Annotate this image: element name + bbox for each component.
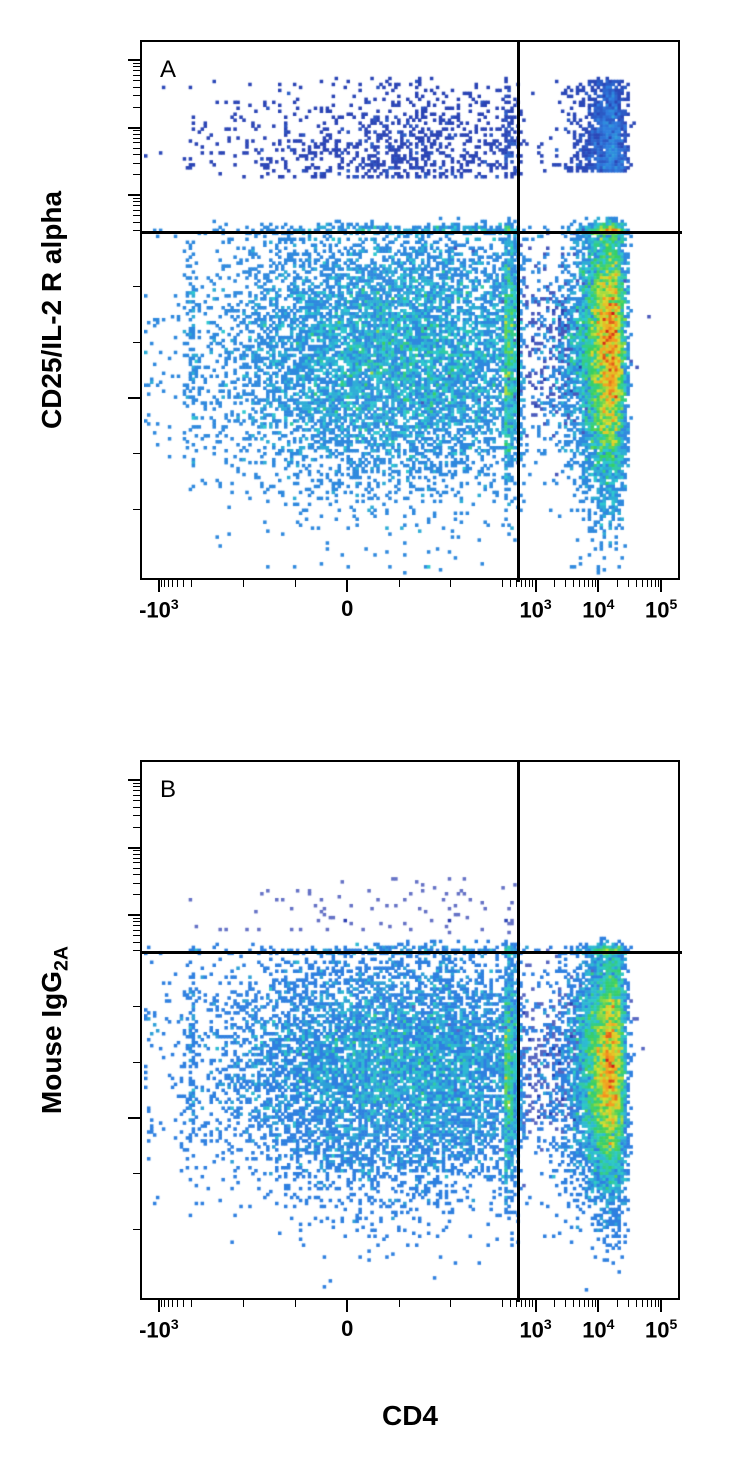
x-tick-label: 104 bbox=[568, 596, 628, 623]
density-canvas-b bbox=[144, 764, 680, 1300]
x-tick-label: -103 bbox=[129, 596, 189, 623]
figure-page: A CD25/IL-2 R alpha -1030103104105 01031… bbox=[0, 0, 738, 1470]
x-axis-label: CD4 bbox=[140, 1400, 680, 1432]
x-tick-label: 103 bbox=[506, 1316, 566, 1343]
y-axis-label-a: CD25/IL-2 R alpha bbox=[36, 40, 68, 580]
density-canvas-a bbox=[144, 44, 680, 580]
x-tick-label: 104 bbox=[568, 1316, 628, 1343]
quadrant-hline-a bbox=[142, 231, 682, 234]
panel-letter-b: B bbox=[160, 776, 176, 804]
panel-letter-a: A bbox=[160, 56, 176, 84]
quadrant-hline-b bbox=[142, 951, 682, 954]
plot-area-b: B bbox=[140, 760, 680, 1300]
y-axis-label-b: Mouse IgG2A bbox=[36, 760, 74, 1300]
quadrant-vline-a bbox=[517, 42, 520, 582]
x-tick-label: 105 bbox=[631, 596, 691, 623]
x-tick-label: 105 bbox=[631, 1316, 691, 1343]
x-tick-label: -103 bbox=[129, 1316, 189, 1343]
x-tick-label: 103 bbox=[506, 596, 566, 623]
x-tick-label: 0 bbox=[317, 1316, 377, 1342]
x-tick-label: 0 bbox=[317, 596, 377, 622]
quadrant-vline-b bbox=[517, 762, 520, 1302]
plot-area-a: A bbox=[140, 40, 680, 580]
